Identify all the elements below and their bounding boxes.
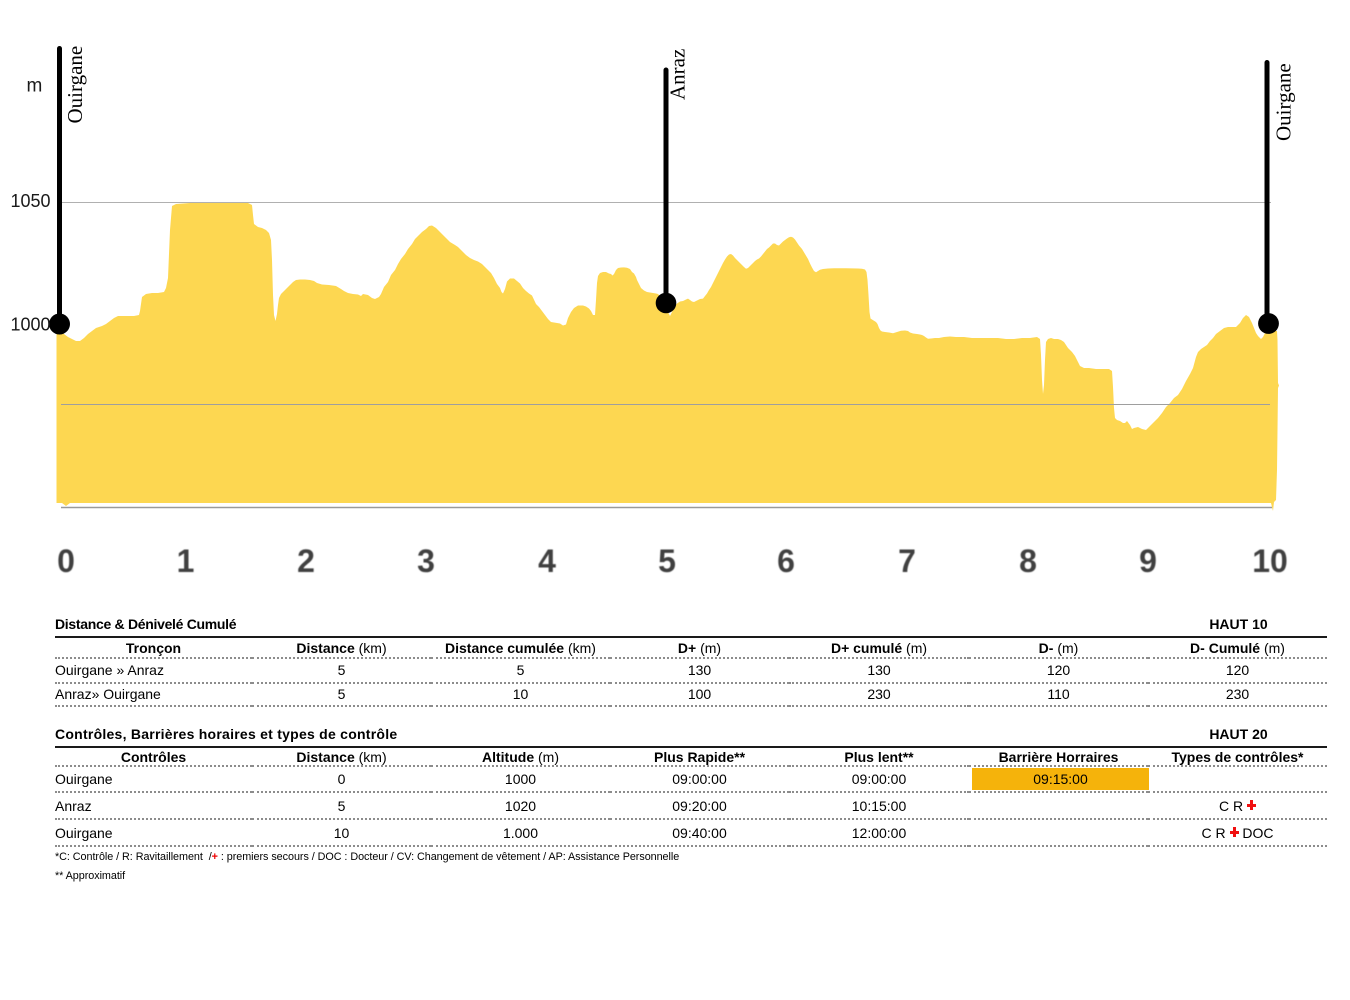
svg-text:2: 2 (297, 543, 315, 579)
svg-text:1000: 1000 (10, 315, 50, 335)
svg-text:5: 5 (658, 543, 676, 579)
svg-text:4: 4 (538, 543, 556, 579)
svg-text:Ouirgane: Ouirgane (1272, 63, 1296, 141)
svg-text:7: 7 (898, 543, 916, 579)
svg-text:m: m (27, 76, 43, 97)
svg-text:1050: 1050 (10, 191, 50, 211)
svg-text:9: 9 (1139, 543, 1157, 579)
svg-text:3: 3 (417, 543, 435, 579)
svg-text:Anraz: Anraz (666, 49, 690, 100)
svg-text:10: 10 (1252, 543, 1288, 579)
svg-text:8: 8 (1019, 543, 1037, 579)
svg-text:1: 1 (177, 543, 195, 579)
svg-text:0: 0 (57, 543, 75, 579)
svg-text:6: 6 (777, 543, 795, 579)
svg-text:Ouirgane: Ouirgane (63, 46, 87, 124)
